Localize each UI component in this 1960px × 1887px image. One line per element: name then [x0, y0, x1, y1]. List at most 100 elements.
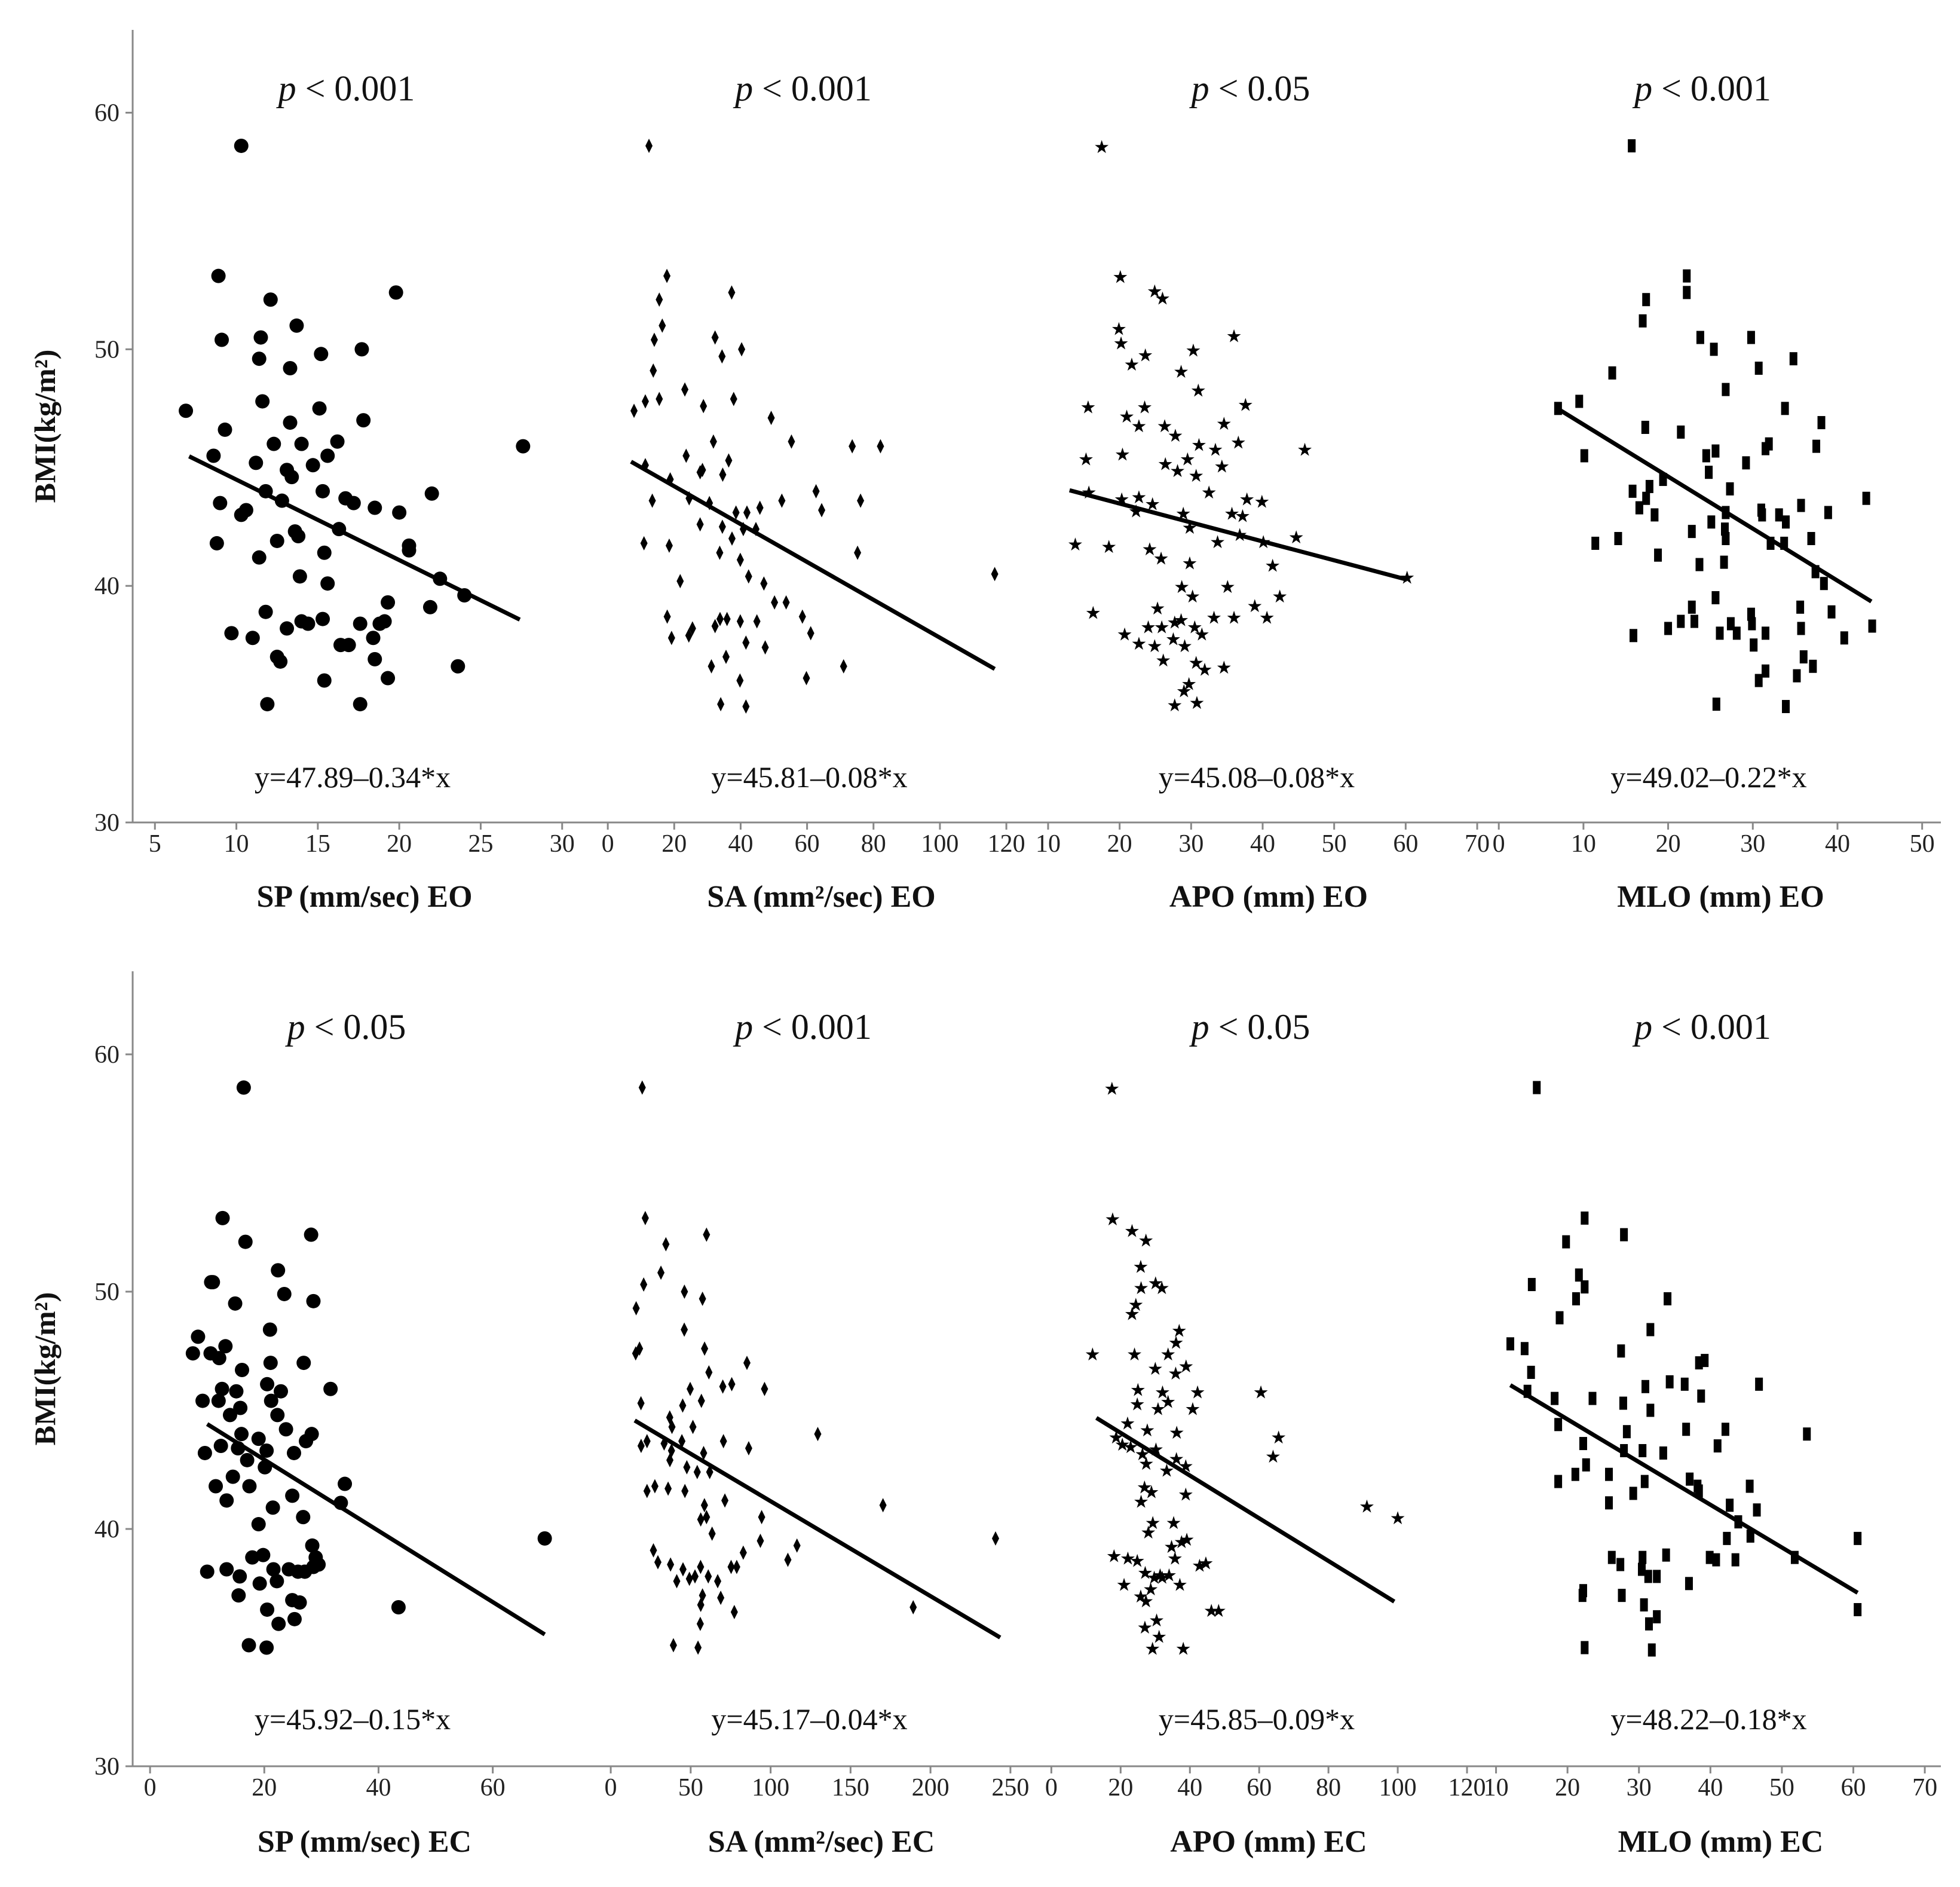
x-tick-label: 60 [1247, 1774, 1272, 1802]
data-point [705, 1365, 713, 1380]
data-point [1696, 331, 1704, 344]
data-point: ★ [1080, 397, 1097, 418]
x-tick-label: 50 [678, 1774, 703, 1802]
data-point [267, 436, 281, 451]
data-point [1665, 1375, 1674, 1389]
data-point [1533, 1081, 1541, 1094]
data-point [200, 1564, 215, 1579]
x-tick-label: 30 [1740, 830, 1765, 858]
data-point [700, 1445, 708, 1460]
data-point: ★ [1143, 1579, 1159, 1600]
x-tick-label: 100 [752, 1774, 789, 1802]
data-point [388, 285, 403, 300]
x-tick-label: 60 [1393, 830, 1418, 858]
data-point: ★ [1112, 267, 1128, 288]
data-point [185, 1346, 200, 1361]
x-tick-label: 70 [1912, 1774, 1937, 1802]
data-point: ★ [1126, 1344, 1143, 1365]
data-point [1527, 1365, 1535, 1379]
data-point [1619, 1396, 1627, 1410]
data-point: ★ [1185, 340, 1201, 361]
data-point [854, 545, 862, 560]
data-point [1581, 1211, 1589, 1225]
data-point [728, 1377, 736, 1391]
data-point [215, 1210, 230, 1225]
p-value-annotation: p < 0.001 [1632, 69, 1771, 108]
x-tick-label: 10 [1571, 830, 1596, 858]
data-point [681, 1484, 689, 1498]
data-point [1812, 439, 1821, 453]
data-point: ★ [1104, 1079, 1120, 1100]
data-point [211, 1393, 226, 1408]
data-point [316, 484, 330, 498]
data-point [249, 455, 264, 470]
data-point [206, 1275, 220, 1290]
data-point: ★ [1138, 1231, 1154, 1252]
data-point: ★ [1120, 1549, 1136, 1570]
regression-equation: y=48.22–0.18*x [1610, 1702, 1806, 1736]
x-tick-label: 20 [1656, 830, 1681, 858]
data-point: ★ [1178, 1484, 1194, 1505]
data-point [663, 609, 671, 624]
data-point [218, 1339, 233, 1354]
data-point: ★ [1140, 1420, 1156, 1441]
data-point [1782, 700, 1790, 714]
data-point [1582, 1458, 1590, 1472]
x-tick-label: 120 [1448, 1774, 1486, 1802]
data-point: ★ [1188, 466, 1204, 487]
data-point [238, 1234, 253, 1249]
data-point [1824, 506, 1832, 519]
data-point [1827, 605, 1836, 619]
panel-sa-ec: 0 50 100 150 200 250 SA (mm²/sec) EC p < 0.001 y… [605, 1007, 1030, 1859]
x-tick-label: 100 [921, 830, 958, 858]
data-point [1868, 619, 1876, 633]
data-point [696, 1616, 704, 1631]
data-point: ★ [1197, 660, 1213, 681]
data-point [1605, 1467, 1613, 1481]
data-point [641, 394, 649, 409]
data-point [717, 1591, 725, 1605]
data-point: ★ [1209, 532, 1226, 553]
data-point [392, 505, 407, 520]
data-point [699, 1291, 706, 1306]
data-point [1711, 591, 1720, 604]
data-point: ★ [1152, 1565, 1168, 1586]
data-point [366, 631, 381, 646]
data-point [1710, 342, 1718, 356]
data-point [1653, 1570, 1661, 1583]
data-point [667, 1557, 675, 1572]
data-point [1506, 1337, 1514, 1351]
data-point [1817, 416, 1826, 430]
data-point: ★ [1166, 1513, 1182, 1534]
y-axis-label: BMI(kg/m²) [28, 1292, 62, 1446]
data-point [306, 1293, 321, 1308]
data-point [286, 1445, 301, 1460]
data-point [778, 493, 786, 508]
regression-equation: y=49.02–0.22*x [1610, 760, 1806, 794]
data-point [305, 458, 320, 473]
data-point [235, 1362, 250, 1377]
data-point [1520, 1342, 1529, 1356]
data-point: ★ [1166, 695, 1183, 716]
data-point [687, 1381, 694, 1396]
data-point [758, 1510, 765, 1525]
data-point [840, 659, 847, 674]
y-tick-label: 40 [94, 573, 120, 600]
data-point: ★ [1168, 1332, 1184, 1353]
data-point [1701, 1354, 1709, 1368]
data-point: ★ [1145, 1513, 1161, 1534]
data-point [1782, 515, 1790, 529]
data-point [721, 1493, 729, 1508]
data-point [287, 524, 302, 539]
data-point: ★ [1147, 636, 1163, 657]
x-tick-label: 20 [387, 830, 412, 858]
x-tick-label: 250 [991, 1774, 1029, 1802]
data-point [1803, 1427, 1811, 1441]
data-point [657, 1265, 665, 1280]
data-point [733, 1559, 740, 1574]
data-point: ★ [1133, 1491, 1149, 1512]
data-point [716, 611, 724, 626]
x-axis-label: APO (mm) EO [1169, 880, 1368, 914]
y-tick-label: 50 [94, 336, 120, 363]
data-point: ★ [1239, 490, 1255, 510]
